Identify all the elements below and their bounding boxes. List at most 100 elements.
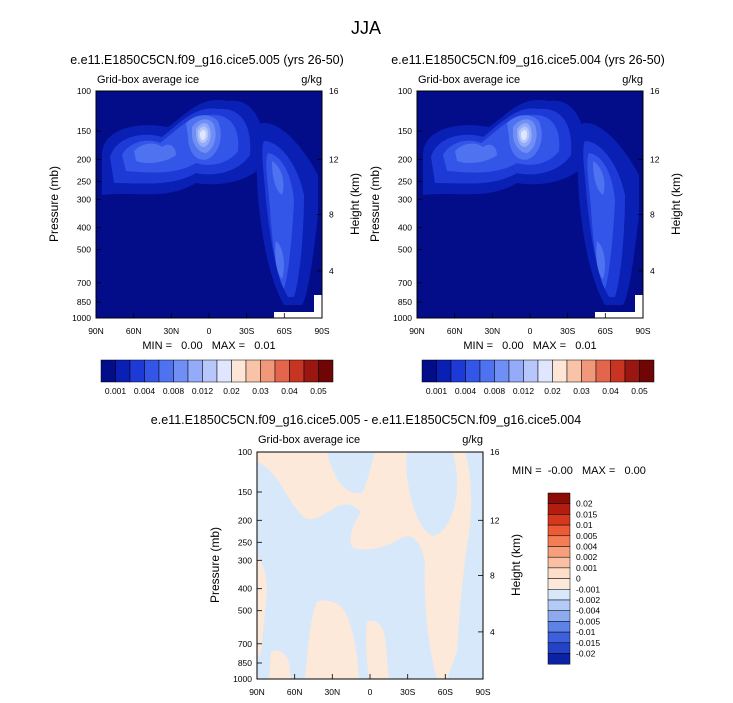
panel-2-y2label: Height (km)	[669, 173, 683, 235]
x-tick-label: 30S	[560, 326, 575, 336]
x-tick-label: 60N	[126, 326, 142, 336]
colorbar-swatch	[100, 359, 116, 383]
panel-1-tick-marks	[95, 90, 323, 319]
panel-3: e.e11.E1850C5CN.f09_g16.cice5.005 - e.e1…	[151, 413, 646, 697]
colorbar-label: 0.001	[105, 386, 127, 396]
y-tick-label: 500	[238, 606, 252, 616]
y-tick-label: 500	[398, 245, 412, 255]
panel-2-tick-marks	[416, 90, 644, 319]
contour-band	[327, 452, 375, 494]
contour-band	[134, 143, 176, 163]
colorbar-label: 0.004	[134, 386, 156, 396]
colorbar-swatch	[129, 359, 145, 383]
colorbar-swatch	[547, 535, 571, 547]
y2-tick-label: 12	[650, 154, 660, 164]
panel-3-units: g/kg	[462, 434, 483, 446]
colorbar-swatch	[523, 359, 539, 383]
panel-2-contours	[423, 99, 643, 318]
contour-band	[305, 600, 359, 679]
colorbar-label: 0.001	[576, 563, 598, 573]
colorbar-swatch	[547, 567, 571, 579]
colorbar-label: 0.04	[602, 386, 619, 396]
panel-2-ylabel: Pressure (mb)	[368, 166, 382, 242]
colorbar-label: 0.005	[576, 531, 598, 541]
colorbar-swatch	[547, 599, 571, 611]
colorbar-swatch	[547, 653, 571, 665]
panel-1-colorbar: 0.001 0.004 0.008 0.012 0.02 0.03 0.04 0.05	[100, 359, 334, 396]
x-tick-label: 60N	[447, 326, 463, 336]
x-tick-label: 60S	[277, 326, 292, 336]
panel-2: e.e11.E1850C5CN.f09_g16.cice5.004 (yrs 2…	[368, 53, 683, 396]
y-tick-label: 400	[77, 223, 91, 233]
y-tick-label: 200	[77, 154, 91, 164]
x-tick-label: 30N	[325, 687, 341, 697]
y-tick-label: 700	[77, 278, 91, 288]
colorbar-swatch	[450, 359, 466, 383]
colorbar-label: 0.002	[576, 552, 598, 562]
colorbar-swatch	[547, 492, 571, 504]
y2-tick-label: 8	[329, 210, 334, 220]
contour-band	[272, 161, 284, 279]
colorbar-swatch	[216, 359, 232, 383]
y-tick-label: 100	[398, 86, 412, 96]
colorbar-swatch	[508, 359, 524, 383]
x-tick-label: 30N	[485, 326, 501, 336]
y2-tick-label: 4	[650, 266, 655, 276]
panel-2-colorbar: 0.001 0.004 0.008 0.012 0.02 0.03 0.04 0.05	[421, 359, 655, 396]
x-tick-label: 0	[528, 326, 533, 336]
x-tick-label: 90S	[314, 326, 329, 336]
colorbar-swatch	[202, 359, 218, 383]
panel-2-y2-ticks: 16 12 8 4	[650, 86, 660, 276]
panel-3-colorbar: 0.020.0150.010.0050.0040.0020.0010-0.001…	[547, 492, 600, 665]
panel-1-plot: 100 150 200 250 300 400 500 700 850 1000…	[72, 86, 339, 336]
colorbar-swatch	[494, 359, 510, 383]
x-tick-label: 0	[368, 687, 373, 697]
y2-tick-label: 16	[490, 447, 500, 457]
colorbar-label: 0.04	[281, 386, 298, 396]
y-tick-label: 400	[238, 584, 252, 594]
panel-3-x-ticks: 90N 60N 30N 0 30S 60S 90S	[249, 687, 491, 697]
colorbar-label: 0.03	[252, 386, 269, 396]
y-tick-label: 150	[238, 487, 252, 497]
colorbar-label: -0.02	[576, 649, 596, 659]
panel-1-x-ticks: 90N 60N 30N 0 30S 60S 90S	[88, 326, 330, 336]
y-tick-label: 850	[77, 297, 91, 307]
y-tick-label: 150	[398, 126, 412, 136]
x-tick-label: 30S	[239, 326, 254, 336]
y-tick-label: 1000	[72, 313, 91, 323]
y-tick-label: 250	[238, 537, 252, 547]
y-tick-label: 200	[398, 154, 412, 164]
y-tick-label: 1000	[393, 313, 412, 323]
colorbar-swatch	[318, 359, 334, 383]
x-tick-label: 90S	[475, 687, 490, 697]
colorbar-label: -0.004	[576, 606, 600, 616]
missing-data-region	[595, 295, 643, 318]
y-tick-label: 250	[398, 176, 412, 186]
colorbar-label: -0.005	[576, 616, 600, 626]
colorbar-label: 0.01	[576, 520, 593, 530]
contour-band	[467, 452, 483, 679]
y-tick-label: 400	[398, 223, 412, 233]
panel-2-plot: 100 150 200 250 300 400 500 700 850 1000…	[393, 86, 660, 336]
y-tick-label: 100	[77, 86, 91, 96]
x-tick-label: 90N	[409, 326, 425, 336]
x-tick-label: 30S	[400, 687, 415, 697]
colorbar-swatch	[173, 359, 189, 383]
panel-3-y2-ticks: 16 12 8 4	[490, 447, 500, 637]
colorbar-swatch	[639, 359, 655, 383]
y-tick-label: 700	[398, 278, 412, 288]
contour-band	[593, 161, 605, 279]
y-tick-label: 150	[77, 126, 91, 136]
colorbar-swatch	[547, 589, 571, 601]
contour-band	[269, 650, 291, 679]
panel-3-contours	[257, 452, 483, 679]
figure-title: JJA	[351, 18, 381, 38]
colorbar-swatch	[115, 359, 131, 383]
panel-1-title: e.e11.E1850C5CN.f09_g16.cice5.005 (yrs 2…	[70, 53, 344, 67]
x-tick-label: 90N	[249, 687, 265, 697]
colorbar-label: 0.02	[576, 499, 593, 509]
panel-3-y2label: Height (km)	[509, 534, 523, 596]
colorbar-label: 0.012	[192, 386, 214, 396]
y-tick-label: 300	[238, 555, 252, 565]
colorbar-swatch	[581, 359, 597, 383]
